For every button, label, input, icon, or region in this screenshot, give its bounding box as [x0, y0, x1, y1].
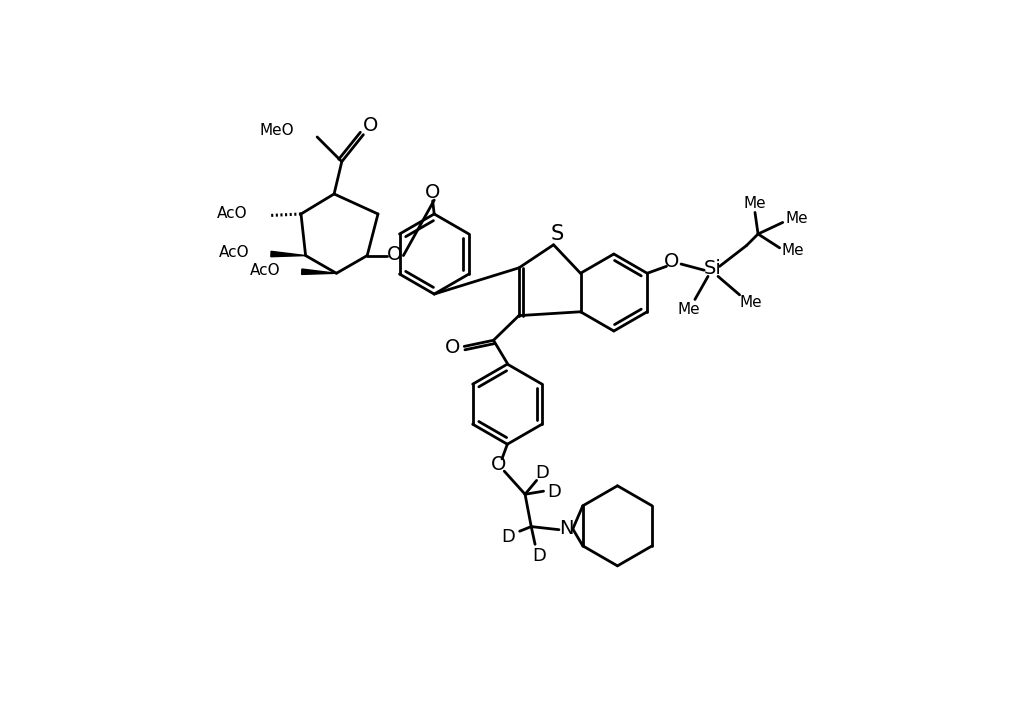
Text: Me: Me	[785, 211, 807, 226]
Polygon shape	[271, 251, 306, 257]
Text: D: D	[535, 464, 548, 482]
Text: O: O	[490, 455, 505, 475]
Text: AcO: AcO	[216, 207, 247, 221]
Text: S: S	[550, 224, 564, 244]
Text: Me: Me	[677, 302, 699, 317]
Text: Si: Si	[703, 259, 720, 278]
Text: MeO: MeO	[259, 123, 293, 139]
Text: Me: Me	[743, 196, 765, 210]
Text: N: N	[558, 519, 574, 538]
Text: O: O	[425, 183, 440, 202]
Text: D: D	[532, 547, 545, 565]
Text: Me: Me	[739, 295, 761, 310]
Text: O: O	[387, 245, 403, 264]
Text: Me: Me	[781, 243, 803, 258]
Polygon shape	[302, 269, 336, 274]
Text: D: D	[500, 528, 515, 546]
Text: AcO: AcO	[250, 263, 280, 278]
Text: O: O	[363, 116, 378, 135]
Text: AcO: AcO	[218, 245, 250, 260]
Text: O: O	[663, 252, 679, 271]
Text: D: D	[547, 483, 560, 501]
Text: O: O	[444, 337, 460, 357]
